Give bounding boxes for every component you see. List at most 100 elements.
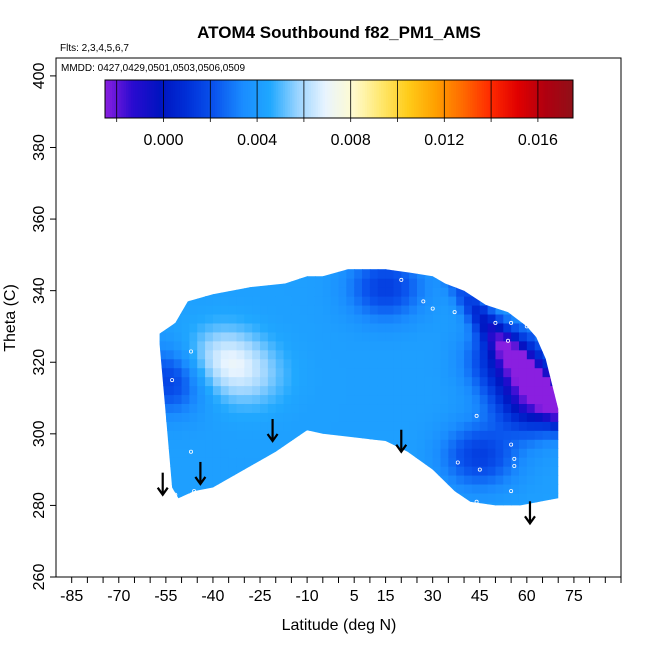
heat-cell bbox=[220, 278, 230, 288]
arrow-markers bbox=[156, 418, 536, 526]
heat-cell bbox=[503, 269, 512, 270]
heat-cell bbox=[495, 367, 504, 378]
heat-cell bbox=[252, 358, 261, 369]
heat-cell bbox=[456, 269, 465, 279]
heat-cell bbox=[534, 376, 544, 387]
heat-cell bbox=[487, 439, 497, 449]
x-tick-label: 30 bbox=[424, 588, 442, 605]
heat-cell bbox=[189, 511, 197, 521]
heat-cell bbox=[197, 439, 206, 449]
heat-cell bbox=[165, 367, 175, 378]
heat-cell bbox=[440, 269, 449, 279]
heat-cell bbox=[534, 296, 544, 306]
heat-cell bbox=[432, 340, 442, 351]
heat-cell bbox=[550, 394, 559, 405]
heat-cell bbox=[377, 358, 387, 369]
heat-cell bbox=[362, 501, 371, 506]
heat-cell bbox=[189, 251, 197, 261]
heat-cell bbox=[566, 377, 574, 387]
heat-cell bbox=[354, 269, 363, 270]
heat-cell bbox=[558, 502, 566, 512]
heat-cell bbox=[299, 474, 308, 485]
heat-cell bbox=[433, 251, 441, 261]
heat-cell bbox=[197, 331, 206, 342]
colorbar-segment bbox=[154, 80, 157, 118]
heat-cell bbox=[236, 385, 245, 396]
heat-cell bbox=[416, 457, 426, 467]
heat-cell bbox=[511, 501, 520, 506]
heat-cell bbox=[534, 304, 544, 315]
heat-cell bbox=[550, 313, 559, 324]
heat-cell bbox=[518, 269, 528, 270]
heat-cell bbox=[550, 483, 559, 494]
heat-cell bbox=[346, 474, 355, 485]
heat-cell bbox=[448, 331, 457, 342]
colorbar-tick-label: 0.012 bbox=[424, 132, 464, 149]
heat-cell bbox=[416, 448, 426, 458]
heat-cell bbox=[260, 304, 269, 315]
heat-cell bbox=[377, 466, 387, 476]
heat-cell bbox=[322, 340, 332, 351]
heat-cell bbox=[432, 501, 442, 506]
heat-cell bbox=[448, 385, 457, 396]
heat-cell bbox=[150, 377, 158, 387]
heat-cell bbox=[205, 331, 214, 342]
heat-cell bbox=[471, 340, 481, 351]
heat-cell bbox=[244, 421, 253, 431]
heat-cell bbox=[283, 466, 293, 476]
heat-cell bbox=[252, 349, 261, 360]
heat-cell bbox=[354, 430, 363, 440]
heat-cell bbox=[346, 430, 355, 440]
heat-cell bbox=[299, 421, 308, 431]
heat-cell bbox=[464, 394, 473, 405]
heat-cell bbox=[432, 403, 442, 413]
heat-cell bbox=[284, 511, 292, 521]
data-marker bbox=[188, 349, 193, 354]
heat-cell bbox=[220, 394, 230, 405]
x-tick-label: -55 bbox=[154, 588, 177, 605]
heat-cell bbox=[244, 412, 253, 422]
heat-cell bbox=[291, 269, 300, 270]
heat-cell bbox=[440, 278, 449, 288]
heat-cell bbox=[330, 394, 340, 405]
heat-cell bbox=[534, 287, 544, 297]
heat-cell bbox=[511, 483, 520, 494]
heat-cell bbox=[401, 466, 410, 476]
colorbar-segment bbox=[367, 80, 370, 118]
heat-cell bbox=[464, 457, 473, 467]
heat-cell bbox=[566, 475, 574, 485]
heat-cell bbox=[252, 269, 261, 270]
y-tick-label: 320 bbox=[31, 349, 48, 376]
heat-cell bbox=[526, 367, 536, 378]
heat-cell bbox=[181, 501, 191, 506]
heat-cell bbox=[252, 251, 260, 261]
colorbar-segment bbox=[467, 80, 471, 118]
colorbar-segment bbox=[395, 80, 398, 118]
heat-cell bbox=[322, 304, 332, 315]
colorbar-segment bbox=[404, 80, 408, 118]
heat-cell bbox=[244, 331, 253, 342]
heat-cell bbox=[566, 359, 574, 369]
heat-cell bbox=[283, 430, 293, 440]
heat-cell bbox=[487, 340, 497, 351]
heat-cell bbox=[456, 313, 465, 324]
heat-cell bbox=[471, 403, 481, 413]
heat-cell bbox=[550, 322, 559, 333]
heat-cell bbox=[503, 474, 512, 485]
colorbar-segment bbox=[420, 80, 424, 118]
colorbar-segment bbox=[554, 80, 558, 118]
heat-cell bbox=[558, 350, 566, 360]
heat-cell bbox=[464, 448, 473, 458]
heat-cell bbox=[173, 403, 183, 413]
heat-cell bbox=[518, 457, 528, 467]
heat-cell bbox=[267, 492, 277, 503]
heat-cell bbox=[165, 439, 175, 449]
heat-cell bbox=[159, 501, 167, 506]
heat-cell bbox=[409, 474, 418, 485]
heat-cell bbox=[480, 511, 488, 521]
heat-cell bbox=[471, 492, 481, 503]
heat-cell bbox=[220, 492, 230, 503]
heat-cell bbox=[173, 466, 183, 476]
colorbar-segment bbox=[219, 80, 223, 118]
heat-cell bbox=[566, 502, 574, 512]
